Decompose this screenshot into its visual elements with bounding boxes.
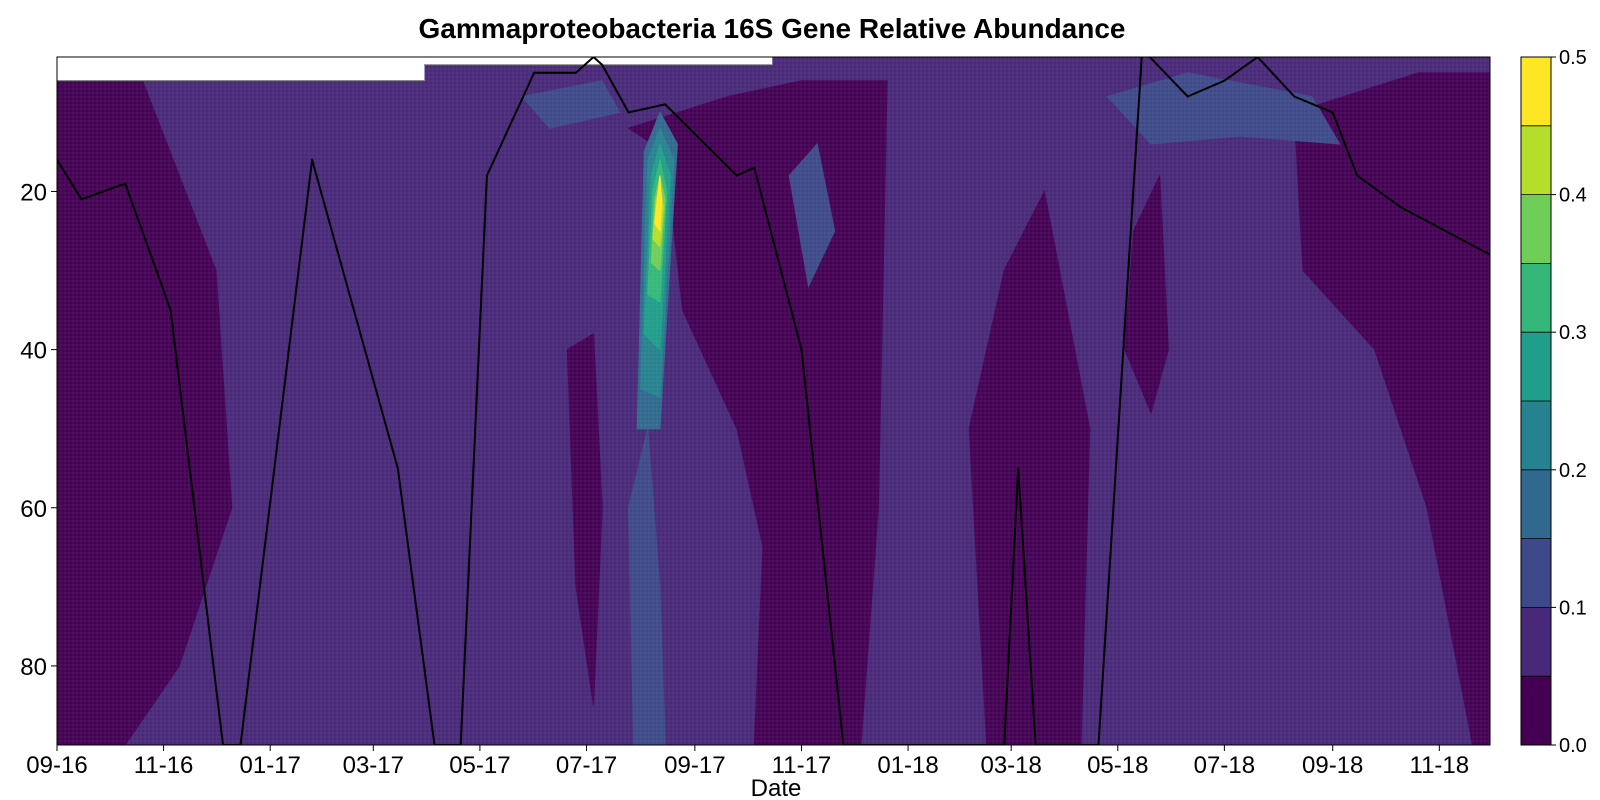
colorbar-segment-5 <box>1521 332 1551 401</box>
colorbar-tick-label-0.1: 0.1 <box>1559 597 1587 619</box>
x-tick-label-03-18: 03-18 <box>980 752 1041 779</box>
colorbar-segment-4 <box>1521 401 1551 470</box>
colorbar-segment-7 <box>1521 194 1551 264</box>
fine-grid-overlay <box>57 57 1490 745</box>
x-axis-ticks: 09-16 11-16 01-17 03-17 05-17 07-17 09-17 11-17… <box>26 745 1469 779</box>
x-tick-label-11-18: 11-18 <box>1410 752 1470 779</box>
colorbar-tick-label-0.4: 0.4 <box>1559 185 1587 207</box>
colorbar: 0.0 0.1 0.2 0.3 0.4 0.5 <box>1520 47 1587 757</box>
x-tick-label-05-17: 05-17 <box>449 752 510 779</box>
x-tick-label-01-17: 01-17 <box>240 752 301 779</box>
colorbar-segment-0 <box>1521 676 1551 745</box>
colorbar-frame <box>1520 56 1552 746</box>
colorbar-segment-8 <box>1521 125 1551 195</box>
x-tick-label-11-16: 11-16 <box>134 752 194 779</box>
chart-title: Gammaproteobacteria 16S Gene Relative Ab… <box>419 13 1126 44</box>
contour-region-mid-patch-a <box>520 80 621 129</box>
contour-region-low-band-c <box>968 189 1091 745</box>
colorbar-tick-label-0.5: 0.5 <box>1559 47 1587 69</box>
contour-region-low-strip-e <box>566 332 603 706</box>
colorbar-segment-6 <box>1521 263 1551 333</box>
contour-region-mid-patch-b <box>1106 72 1341 145</box>
x-tick-label-05-18: 05-18 <box>1087 752 1148 779</box>
contour-region-low-band-a <box>57 80 233 745</box>
x-tick-label-09-18: 09-18 <box>1302 752 1363 779</box>
colorbar-segment-9 <box>1521 57 1551 126</box>
x-tick-label-03-17: 03-17 <box>343 752 404 779</box>
contour-region-mid-patch-c <box>788 142 836 288</box>
x-tick-label-07-17: 07-17 <box>556 752 617 779</box>
colorbar-segment-3 <box>1521 469 1551 539</box>
y-tick-label-20: 20 <box>20 179 47 206</box>
contour-region-peak-7 <box>654 175 663 233</box>
contour-region-peak-0 <box>627 428 666 745</box>
y-tick-label-80: 80 <box>20 654 47 681</box>
depth-line-layer <box>57 57 1490 745</box>
colorbar-tick-label-0.3: 0.3 <box>1559 322 1587 344</box>
y-tick-label-60: 60 <box>20 496 47 523</box>
plot-frame <box>56 56 1491 746</box>
colorbar-tick-label-0.2: 0.2 <box>1559 460 1587 482</box>
x-axis-label: Date <box>751 775 802 800</box>
x-tick-label-07-18: 07-18 <box>1194 752 1255 779</box>
contour-plot-area <box>57 57 1490 745</box>
colorbar-tick-label-0: 0.0 <box>1559 735 1587 757</box>
x-tick-label-09-17: 09-17 <box>664 752 725 779</box>
x-tick-label-09-16: 09-16 <box>26 752 87 779</box>
y-tick-label-40: 40 <box>20 338 47 365</box>
no-data-band-0 <box>57 57 425 81</box>
x-tick-label-01-18: 01-18 <box>877 752 938 779</box>
grid-texture <box>57 57 1490 745</box>
x-tick-label-11-17: 11-17 <box>772 752 832 779</box>
depth-line <box>57 57 1490 745</box>
colorbar-segment-1 <box>1521 607 1551 677</box>
colorbar-segment-2 <box>1521 538 1551 608</box>
contour-region-low-strip-f <box>1124 175 1169 415</box>
y-axis-ticks: 20 40 60 80 <box>20 179 57 681</box>
contour-region-low-band-d <box>1293 72 1490 745</box>
